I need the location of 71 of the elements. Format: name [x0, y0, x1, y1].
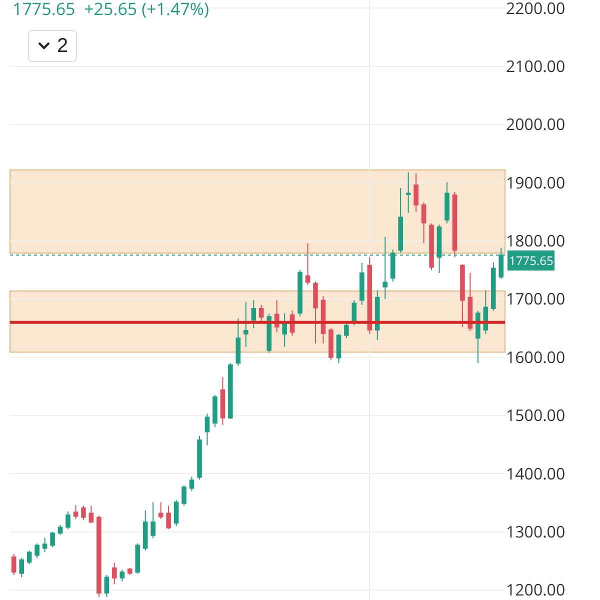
- candlestick: [142, 510, 148, 552]
- candlestick: [429, 222, 434, 271]
- candlestick: [367, 256, 372, 335]
- chart-title: 1775.65 +25.65 (+1.47%): [12, 0, 210, 20]
- candlestick: [212, 394, 218, 428]
- candlestick: [266, 313, 272, 354]
- candlestick: [88, 505, 94, 524]
- candlestick: [344, 322, 349, 339]
- candlestick: [258, 304, 264, 323]
- candlestick: [96, 515, 102, 598]
- candlestick: [158, 502, 164, 520]
- candlestick: [444, 182, 450, 224]
- candlestick: [282, 312, 287, 348]
- candlestick: [66, 511, 70, 530]
- y-tick-label: 1400.00: [506, 462, 566, 484]
- candlestick: [197, 435, 202, 480]
- candlestick: [398, 187, 403, 254]
- candlestick: [104, 574, 110, 598]
- candlestick: [112, 562, 117, 585]
- candlestick: [182, 484, 186, 506]
- candlestick: [236, 318, 241, 367]
- candlestick: [166, 505, 171, 530]
- y-tick-label: 1700.00: [506, 288, 566, 310]
- candlestick: [150, 502, 156, 539]
- candlestick: [305, 242, 310, 286]
- candlestick: [244, 302, 248, 348]
- candlestick: [73, 504, 78, 520]
- y-tick-label: 1600.00: [506, 346, 566, 368]
- ref-line-label: 1775.65: [509, 252, 554, 269]
- candlestick: [336, 334, 342, 364]
- candlestick: [468, 272, 473, 332]
- candlestick: [313, 281, 318, 344]
- candlestick: [120, 569, 125, 582]
- y-tick-label: 1900.00: [506, 171, 566, 194]
- candlestick: [298, 270, 302, 318]
- candlestick: [460, 264, 465, 328]
- y-tick-label: 2100.00: [506, 54, 566, 77]
- candlestick: [81, 505, 86, 521]
- candlestick: [360, 262, 364, 306]
- candlestick: [251, 300, 256, 329]
- candlestick: [476, 310, 480, 364]
- candlestick: [328, 328, 334, 361]
- dropdown-button: 2: [28, 30, 78, 62]
- candlestick: [42, 537, 48, 553]
- candlestick: [452, 192, 458, 258]
- candlestick: [421, 202, 426, 244]
- y-tick-label: 1800.00: [506, 230, 566, 252]
- y-tick-label: 1500.00: [506, 404, 566, 426]
- candlestick: [414, 172, 418, 212]
- candlestick: [127, 567, 132, 576]
- candlestick: [50, 531, 55, 548]
- candlestick: [374, 290, 380, 340]
- candlestick: [174, 499, 179, 527]
- y-tick-label: 1300.00: [506, 520, 566, 543]
- candlestick: [491, 262, 496, 312]
- candlestick: [135, 543, 140, 574]
- candlestick: [34, 543, 40, 559]
- annotation: 2: [57, 34, 68, 58]
- candlestick: [220, 376, 226, 426]
- candlestick: [483, 290, 488, 335]
- y-tick-label: 2200.00: [506, 0, 566, 19]
- candlestick: [11, 554, 16, 576]
- candlestick: [406, 172, 411, 214]
- candlestick: [189, 476, 194, 492]
- candlestick: [26, 550, 32, 564]
- candlestick: [204, 413, 210, 446]
- y-tick-label: 1200.00: [506, 578, 566, 600]
- y-tick-label: 2000.00: [506, 113, 566, 136]
- candlestick: [58, 524, 63, 536]
- candlestick: [228, 362, 233, 420]
- candlestick: [19, 558, 24, 578]
